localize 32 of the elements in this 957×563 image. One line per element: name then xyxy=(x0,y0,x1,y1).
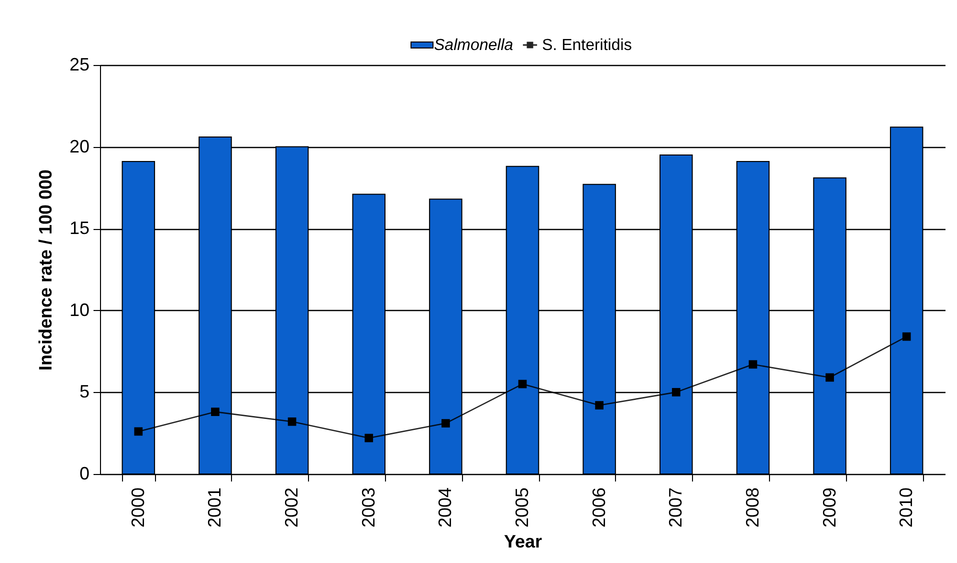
y-axis-title: Incidence rate / 100 000 xyxy=(35,169,56,371)
x-tick-label: 2001 xyxy=(204,488,225,528)
x-tick-label: 2008 xyxy=(742,488,762,528)
x-tick-label: 2002 xyxy=(282,488,302,528)
legend-label: S. Enteritidis xyxy=(542,37,632,54)
x-tick-label: 2004 xyxy=(435,488,456,528)
point xyxy=(748,360,758,369)
point xyxy=(826,373,834,382)
x-axis-title: Year xyxy=(504,532,542,552)
point xyxy=(288,417,296,426)
point xyxy=(211,408,220,416)
x-tick-label: 2005 xyxy=(512,488,532,528)
y-tick-label: 5 xyxy=(79,382,90,402)
x-tick-label: 2007 xyxy=(666,488,686,528)
x-tick-label: 2000 xyxy=(128,488,148,528)
x-tick-label: 2003 xyxy=(358,488,378,528)
y-tick-label: 15 xyxy=(69,218,90,238)
y-tick-label: 10 xyxy=(69,300,90,320)
x-tick-label: 2006 xyxy=(588,488,609,528)
point xyxy=(902,332,911,341)
point xyxy=(364,434,374,442)
y-tick-label: 20 xyxy=(69,136,90,156)
x-tick-label: 2010 xyxy=(896,488,916,528)
y-tick-label: 0 xyxy=(79,464,90,484)
point xyxy=(442,419,450,428)
point xyxy=(134,427,143,436)
y-tick-label: 25 xyxy=(69,54,90,74)
x-tick-label: 2009 xyxy=(819,488,840,528)
legend-label: Salmonella xyxy=(434,37,514,54)
point xyxy=(672,388,680,396)
point xyxy=(595,401,604,410)
point xyxy=(518,380,527,388)
